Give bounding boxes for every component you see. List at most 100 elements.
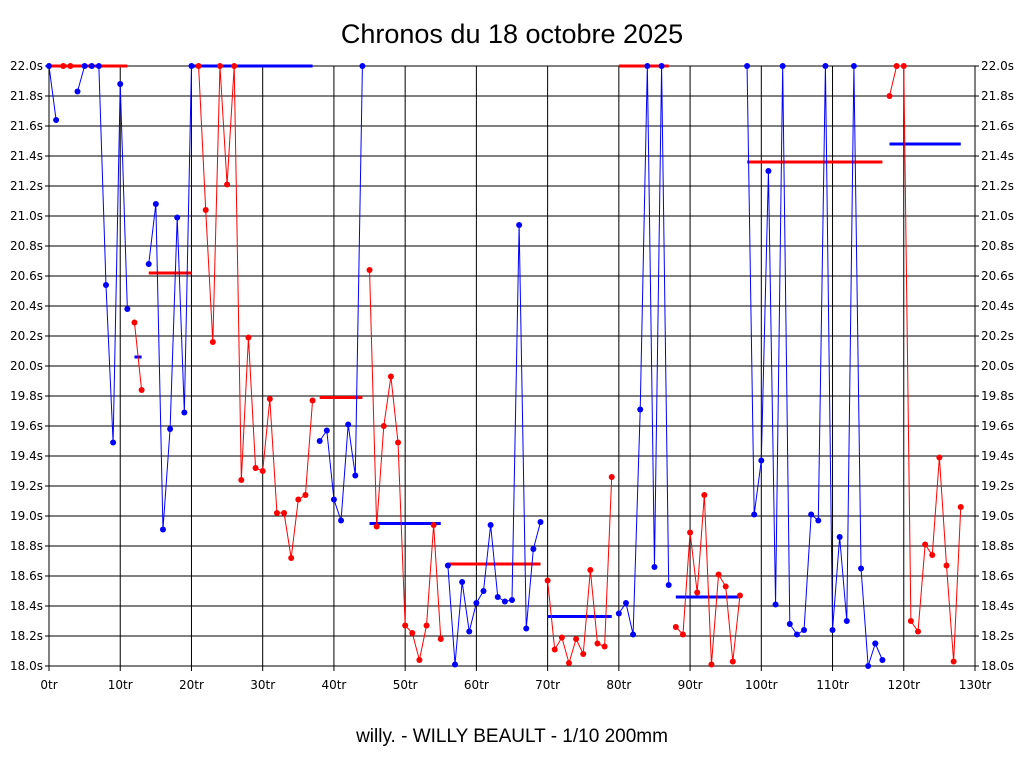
data-point	[694, 589, 701, 596]
data-point	[672, 624, 679, 630]
data-point	[516, 222, 523, 228]
data-point	[751, 511, 758, 518]
y-tick-label-right: 20.2s	[981, 329, 1014, 343]
data-point	[295, 496, 302, 503]
data-point	[836, 534, 843, 540]
chart-title: Chronos du 18 octobre 2025	[341, 19, 683, 49]
y-tick-label: 19.6s	[10, 419, 43, 433]
x-tick-label: 90tr	[678, 678, 703, 692]
x-tick-label: 100tr	[745, 678, 778, 692]
data-point	[744, 63, 751, 69]
x-tick-label: 40tr	[321, 678, 346, 692]
data-point	[88, 63, 95, 69]
x-tick-label: 110tr	[816, 678, 849, 692]
data-point	[801, 627, 808, 633]
data-point	[145, 261, 152, 267]
data-point	[779, 63, 786, 69]
data-point	[701, 492, 708, 498]
y-tick-label: 18.6s	[10, 569, 43, 583]
y-tick-label: 21.6s	[10, 119, 43, 133]
x-tick-label: 60tr	[464, 678, 489, 692]
data-point	[900, 63, 907, 69]
data-point	[216, 63, 223, 69]
x-tick-label: 70tr	[535, 678, 560, 692]
data-point	[758, 457, 765, 464]
data-point	[558, 634, 565, 641]
data-point	[957, 504, 964, 510]
data-point	[309, 397, 316, 404]
data-point	[644, 63, 651, 69]
chart-subtitle: willy. - WILLY BEAULT - 1/10 200mm	[355, 726, 668, 747]
y-tick-label-right: 20.6s	[981, 269, 1014, 283]
data-point	[366, 267, 373, 273]
data-point	[530, 546, 537, 552]
data-point	[679, 631, 686, 638]
y-tick-label-right: 18.0s	[981, 659, 1014, 673]
data-point	[67, 63, 74, 69]
series-line	[618, 65, 670, 635]
series-line	[889, 65, 962, 662]
data-point	[266, 396, 273, 402]
data-point	[117, 81, 124, 87]
data-point	[729, 658, 736, 665]
x-tick-label: 120tr	[887, 678, 920, 692]
data-point	[387, 373, 394, 380]
data-point	[922, 541, 929, 548]
data-point	[345, 421, 352, 428]
data-point	[494, 594, 501, 600]
data-point	[352, 472, 359, 479]
y-tick-label-right: 18.2s	[981, 629, 1014, 643]
data-point	[423, 622, 430, 629]
data-point	[174, 214, 181, 221]
data-point	[395, 439, 402, 446]
data-point	[466, 628, 473, 635]
y-tick-label-right: 18.8s	[981, 539, 1014, 553]
axis-layer: 0tr 10tr 20tr 30tr 40tr 50tr 60tr 70tr 80tr 90tr 1…	[10, 59, 1014, 692]
data-point	[167, 426, 174, 432]
y-tick-label: 20.8s	[10, 239, 43, 253]
data-point	[110, 439, 117, 446]
y-tick-label-right: 21.6s	[981, 119, 1014, 133]
y-tick-label: 21.2s	[10, 179, 43, 193]
data-point	[181, 409, 188, 416]
data-point	[950, 658, 957, 665]
data-point	[131, 319, 138, 326]
y-tick-label-right: 20.4s	[981, 299, 1014, 313]
data-point	[302, 492, 309, 498]
y-tick-label: 19.4s	[10, 449, 43, 463]
y-tick-label: 19.0s	[10, 509, 43, 523]
y-tick-label-right: 19.0s	[981, 509, 1014, 523]
x-tick-label: 30tr	[250, 678, 275, 692]
data-point	[501, 598, 508, 605]
data-point	[786, 621, 793, 627]
data-point	[893, 63, 900, 69]
data-point	[736, 592, 743, 599]
data-point	[259, 468, 266, 474]
data-point	[907, 618, 914, 624]
data-point	[551, 646, 558, 653]
data-point	[772, 601, 779, 608]
data-point	[416, 657, 423, 663]
data-point	[281, 510, 288, 516]
data-point	[544, 577, 551, 584]
data-point	[687, 529, 694, 536]
y-tick-label-right: 20.0s	[981, 359, 1014, 373]
data-point	[658, 63, 665, 69]
y-tick-label: 20.6s	[10, 269, 43, 283]
data-point	[60, 63, 67, 69]
data-point	[580, 651, 587, 657]
data-point	[509, 597, 515, 603]
y-tick-label: 18.2s	[10, 629, 43, 643]
data-point	[330, 496, 337, 503]
data-point	[124, 306, 131, 312]
data-point	[159, 526, 166, 533]
x-tick-label: 50tr	[393, 678, 418, 692]
data-point	[615, 610, 622, 617]
data-point	[665, 582, 672, 588]
data-point	[587, 567, 594, 573]
data-point	[843, 618, 850, 624]
y-tick-label: 18.0s	[10, 659, 43, 673]
y-tick-label-right: 21.4s	[981, 149, 1014, 163]
